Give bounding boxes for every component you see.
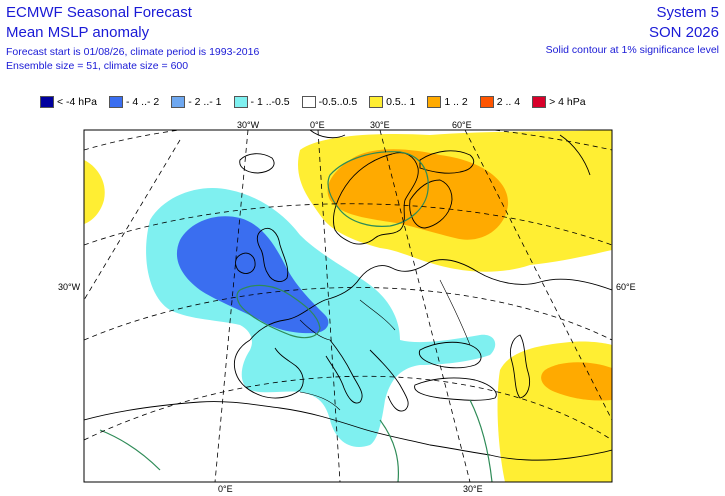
coastline-great-britain — [256, 227, 289, 282]
chart-subtitle: Mean MSLP anomaly — [6, 24, 150, 41]
significance-contour — [327, 151, 429, 227]
legend-item: - 4 ..- 2 — [109, 96, 159, 108]
meridian-line — [317, 130, 341, 482]
meridian-line — [464, 130, 612, 421]
coastlines — [84, 130, 612, 461]
grid-label-bottom-0e: 0°E — [218, 484, 233, 494]
significance-contour — [236, 284, 321, 339]
anomaly-area-positive-weak — [497, 341, 612, 482]
legend-swatch — [301, 96, 316, 108]
legend-item: 1 .. 2 — [427, 96, 468, 108]
coastline-kola — [419, 150, 474, 174]
legend-swatch — [171, 96, 186, 108]
grid-label-bottom-30e: 30°E — [463, 484, 483, 494]
map-frame — [83, 129, 613, 483]
coastline-novaya-zemlya — [559, 134, 591, 176]
anomaly-area-negative-moderate — [176, 216, 329, 334]
season-label: SON 2026 — [648, 24, 719, 41]
meridian-line — [214, 130, 249, 482]
graticule — [84, 130, 612, 482]
parallel-line — [84, 287, 612, 341]
coastline-north-africa — [84, 401, 612, 461]
grid-label-top-60e: 60°E — [452, 120, 472, 130]
forecast-info: Forecast start is 01/08/26, climate peri… — [6, 46, 260, 58]
legend-label: -0.5..0.5 — [318, 96, 358, 108]
legend-item: > 4 hPa — [532, 96, 586, 108]
legend-item: 0.5.. 1 — [369, 96, 415, 108]
legend-item: -0.5..0.5 — [301, 96, 358, 108]
border-lines — [299, 279, 471, 411]
grid-label-top-30e: 30°E — [370, 120, 390, 130]
grid-label-right-60e: 60°E — [616, 282, 636, 292]
legend-label: - 4 ..- 2 — [126, 96, 160, 108]
significance-contour — [379, 419, 400, 482]
coastline-anatolia — [414, 377, 497, 401]
anomaly-area-positive-weak — [84, 160, 105, 224]
significance-contours — [99, 151, 493, 482]
system-label: System 5 — [656, 4, 719, 21]
legend-swatch — [479, 96, 494, 108]
coastline-svalbard — [309, 130, 346, 139]
meridian-line — [379, 130, 471, 482]
ensemble-info: Ensemble size = 51, climate size = 600 — [6, 60, 189, 72]
legend-swatch — [40, 96, 54, 108]
anomaly-area-positive-moderate — [541, 362, 612, 401]
legend-label: - 1 ..-0.5 — [250, 96, 290, 108]
coastline-black-sea — [418, 341, 482, 369]
legend-label: < -4 hPa — [57, 96, 97, 108]
significance-contour — [469, 399, 493, 482]
map-content — [84, 130, 612, 482]
coastline-iceland — [239, 153, 275, 174]
coastline-balkans — [369, 349, 409, 412]
color-legend: < -4 hPa - 4 ..- 2 - 2 ..- 1 - 1 ..-0.5 … — [40, 95, 598, 109]
meridian-line — [84, 139, 181, 301]
legend-label: > 4 hPa — [549, 96, 586, 108]
legend-swatch — [427, 96, 442, 108]
parallel-line — [84, 375, 612, 441]
chart-title: ECMWF Seasonal Forecast — [6, 4, 192, 21]
legend-label: 1 .. 2 — [444, 96, 468, 108]
legend-swatch — [369, 96, 384, 108]
coastline-caspian — [509, 334, 531, 399]
legend-item: - 1 ..-0.5 — [233, 96, 290, 108]
legend-label: - 2 ..- 1 — [188, 96, 222, 108]
anomaly-area-positive-moderate — [327, 149, 509, 240]
significance-contour — [99, 429, 161, 471]
legend-label: 2 .. 4 — [496, 96, 521, 108]
anomaly-fills — [84, 130, 612, 482]
coastline-ireland — [235, 252, 256, 274]
legend-item: - 2 ..- 1 — [171, 96, 222, 108]
parallel-line — [84, 130, 612, 151]
legend-label: 0.5.. 1 — [386, 96, 416, 108]
grid-label-top-0e: 0°E — [310, 120, 325, 130]
grid-label-left-30w: 30°W — [58, 282, 81, 292]
coastline-italy — [325, 339, 363, 404]
legend-item: 2 .. 4 — [479, 96, 521, 108]
coastline-iberia — [233, 339, 304, 399]
legend-swatch — [532, 96, 547, 108]
legend-swatch — [109, 96, 123, 108]
legend-item: < -4 hPa — [40, 96, 97, 108]
significance-note: Solid contour at 1% significance level — [545, 44, 719, 56]
legend-swatch — [233, 96, 248, 108]
coastline-finland — [409, 179, 453, 229]
coastline-scandinavia — [333, 152, 419, 245]
grid-label-top-30w: 30°W — [237, 120, 260, 130]
coastline-europe — [249, 259, 612, 341]
